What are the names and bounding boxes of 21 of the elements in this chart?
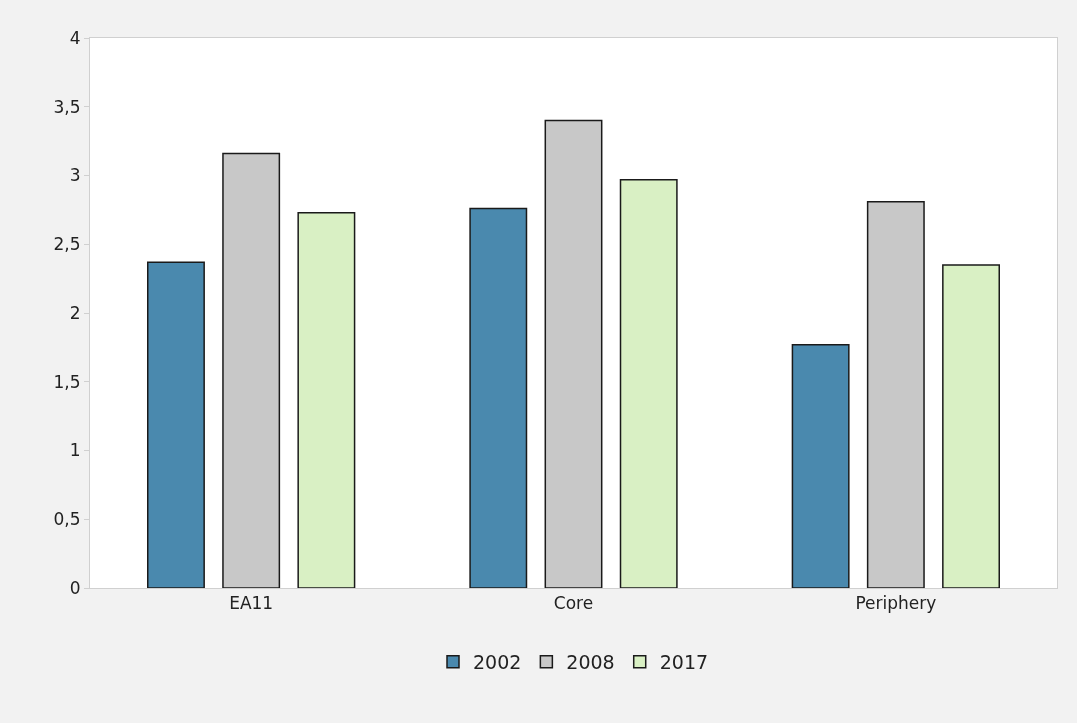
y-tick-label: 2,5: [53, 234, 81, 255]
x-tick-label: Core: [553, 593, 594, 614]
bar: [297, 211, 356, 588]
bar: [791, 343, 850, 588]
y-tick-label: 0: [69, 577, 81, 598]
y-tick-label: 1,5: [53, 371, 81, 392]
y-tick-label: 0,5: [53, 509, 81, 530]
bar: [147, 261, 205, 588]
legend-label: 2017: [659, 651, 709, 674]
y-tick-label: 2: [69, 302, 81, 323]
y-tick-label: 3: [69, 165, 81, 186]
y-tick-label: 1: [69, 440, 81, 461]
bar: [942, 264, 1000, 588]
bar: [619, 178, 678, 588]
legend-label: 2008: [566, 651, 615, 674]
legend-label: 2002: [473, 651, 522, 674]
y-tick-label: 3,5: [53, 96, 81, 117]
x-tick-label: EA11: [229, 593, 274, 614]
x-tick-label: Periphery: [855, 593, 937, 614]
y-tick-label: 4: [69, 27, 81, 48]
bar: [469, 207, 528, 588]
